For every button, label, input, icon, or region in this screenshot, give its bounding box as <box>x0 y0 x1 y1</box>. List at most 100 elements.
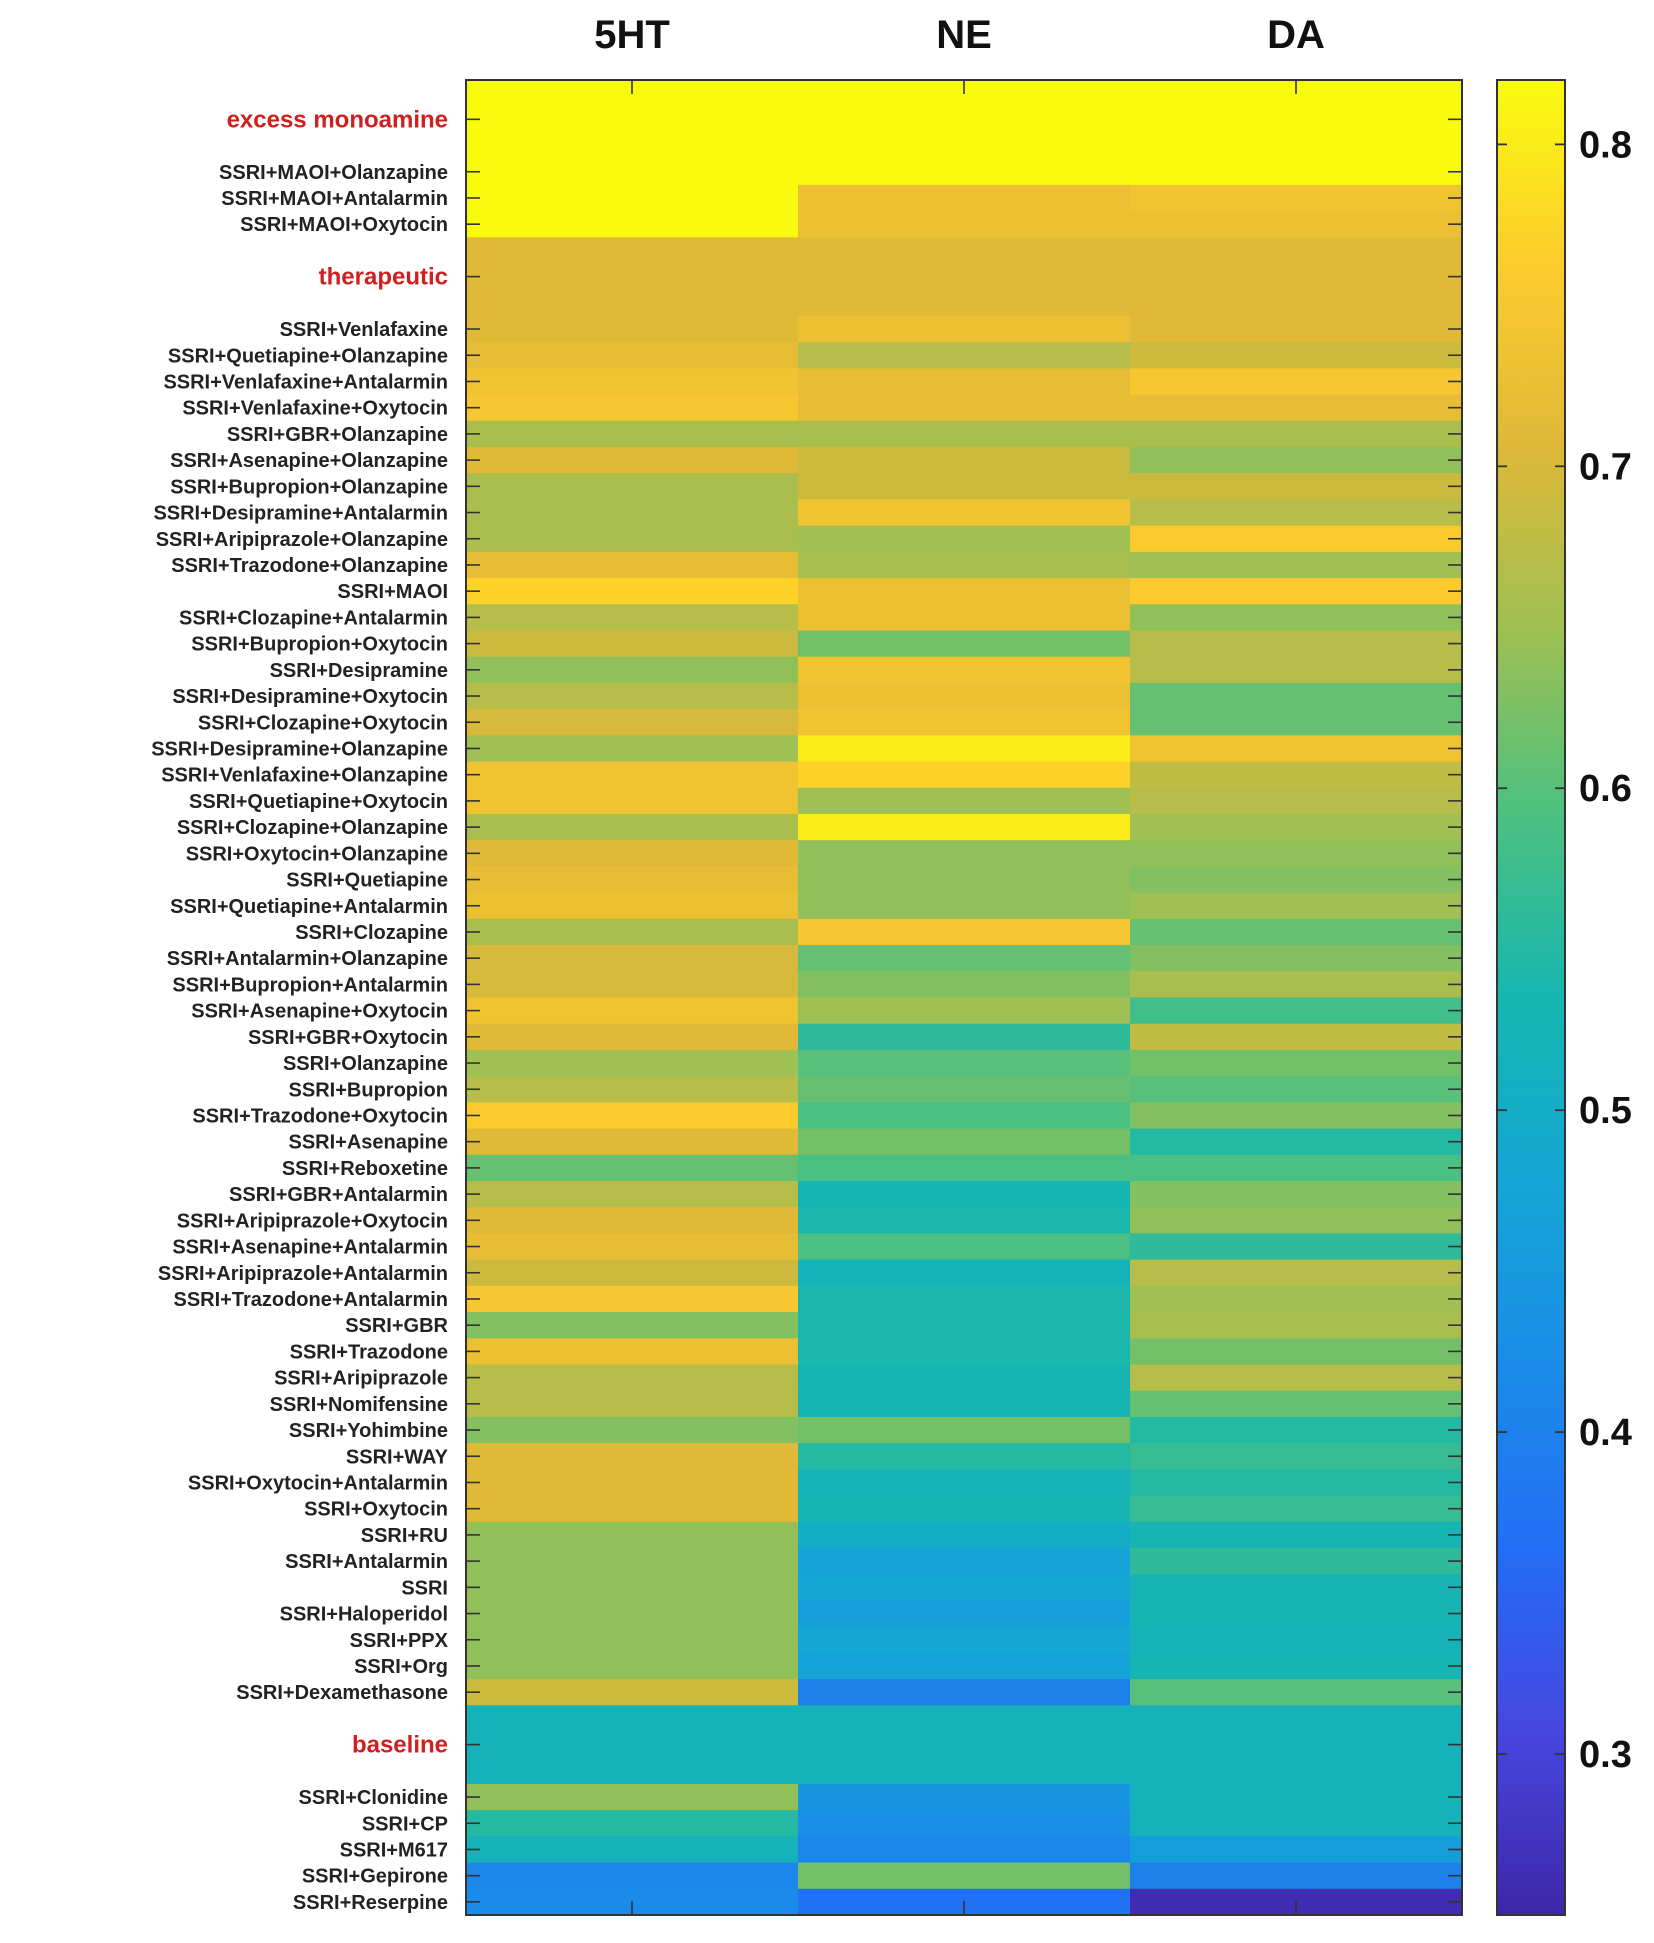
cell-ssri-oxytocin-olanzapine-da <box>1130 840 1463 868</box>
row-label-ssri-dexamethasone: SSRI+Dexamethasone <box>236 1682 448 1704</box>
row-label-ssri-aripiprazole: SSRI+Aripiprazole <box>274 1368 448 1390</box>
row-label-ssri-haloperidol: SSRI+Haloperidol <box>280 1604 448 1626</box>
cell-ssri-desipramine-antalarmin-5ht <box>466 499 799 527</box>
cell-ssri-aripiprazole-ne <box>798 1364 1131 1392</box>
row-label-ssri-olanzapine: SSRI+Olanzapine <box>283 1053 448 1075</box>
row-label-ssri-venlafaxine-olanzapine: SSRI+Venlafaxine+Olanzapine <box>161 765 448 787</box>
cell-ssri-bupropion-antalarmin-ne <box>798 971 1131 999</box>
row-label-ssri-clozapine: SSRI+Clozapine <box>295 922 448 944</box>
cell-ssri-org-da <box>1130 1652 1463 1680</box>
cell-ssri-venlafaxine-olanzapine-ne <box>798 761 1131 789</box>
row-label-ssri-bupropion-oxytocin: SSRI+Bupropion+Oxytocin <box>191 634 448 656</box>
heatmap-cells <box>466 80 1463 1916</box>
row-label-ssri-ppx: SSRI+PPX <box>350 1630 449 1652</box>
row-label-ssri-cp: SSRI+CP <box>362 1813 448 1835</box>
cell-ssri-gbr-oxytocin-ne <box>798 1023 1131 1051</box>
cell-ssri-nomifensine-ne <box>798 1390 1131 1418</box>
cell-ssri-way-5ht <box>466 1443 799 1470</box>
row-label-ssri-reserpine: SSRI+Reserpine <box>293 1892 448 1914</box>
cell-ssri-asenapine-antalarmin-ne <box>798 1233 1131 1261</box>
row-label-ssri-bupropion-antalarmin: SSRI+Bupropion+Antalarmin <box>172 974 448 996</box>
cell-ssri-quetiapine-antalarmin-da <box>1130 892 1463 920</box>
row-label-ssri-trazodone: SSRI+Trazodone <box>290 1341 448 1363</box>
cell-ssri-m617-ne <box>798 1836 1131 1864</box>
row-label-ssri-desipramine-antalarmin: SSRI+Desipramine+Antalarmin <box>153 503 448 525</box>
row-label-ssri-desipramine-oxytocin: SSRI+Desipramine+Oxytocin <box>172 686 448 708</box>
cell-ssri-way-da <box>1130 1443 1463 1470</box>
cell-ssri-gbr-olanzapine-5ht <box>466 420 799 448</box>
cell-ssri-bupropion-olanzapine-da <box>1130 473 1463 501</box>
row-label-ssri-venlafaxine-antalarmin: SSRI+Venlafaxine+Antalarmin <box>163 371 448 393</box>
cell-ssri-maoi-oxytocin-ne <box>798 211 1131 238</box>
colorbar-tick-label: 0.3 <box>1579 1734 1632 1776</box>
row-label-ssri-oxytocin-antalarmin: SSRI+Oxytocin+Antalarmin <box>188 1472 448 1494</box>
cell-ssri-aripiprazole-oxytocin-ne <box>798 1207 1131 1235</box>
row-label-ssri-asenapine-antalarmin: SSRI+Asenapine+Antalarmin <box>172 1237 448 1259</box>
cell-ssri-trazodone-oxytocin-ne <box>798 1102 1131 1130</box>
row-label-ssri-oxytocin-olanzapine: SSRI+Oxytocin+Olanzapine <box>186 843 448 865</box>
row-label-ssri-clonidine: SSRI+Clonidine <box>299 1787 448 1809</box>
cell-ssri-clozapine-oxytocin-da <box>1130 709 1463 736</box>
cell-ssri-clozapine-5ht <box>466 918 799 946</box>
cell-ssri-reboxetine-5ht <box>466 1154 799 1182</box>
cell-ssri-cp-5ht <box>466 1810 799 1837</box>
cell-ssri-org-5ht <box>466 1652 799 1680</box>
cell-ssri-aripiprazole-oxytocin-5ht <box>466 1207 799 1235</box>
cell-ssri-ru-5ht <box>466 1521 799 1549</box>
row-label-ssri-gbr-oxytocin: SSRI+GBR+Oxytocin <box>248 1027 448 1049</box>
row-label-ssri-trazodone-oxytocin: SSRI+Trazodone+Oxytocin <box>192 1105 448 1127</box>
cell-ssri-ppx-ne <box>798 1626 1131 1654</box>
cell-ssri-quetiapine-5ht <box>466 866 799 894</box>
cell-ssri-quetiapine-olanzapine-ne <box>798 342 1131 369</box>
cell-ssri-venlafaxine-olanzapine-da <box>1130 761 1463 789</box>
row-label-ssri-antalarmin: SSRI+Antalarmin <box>285 1551 448 1573</box>
cell-ssri-asenapine-olanzapine-5ht <box>466 447 799 474</box>
row-label-ssri-venlafaxine: SSRI+Venlafaxine <box>280 319 448 341</box>
cell-ssri-clozapine-oxytocin-ne <box>798 709 1131 736</box>
cell-ssri-asenapine-oxytocin-ne <box>798 997 1131 1025</box>
column-title-da: DA <box>1267 13 1325 57</box>
row-label-ssri-maoi-olanzapine: SSRI+MAOI+Olanzapine <box>219 162 448 184</box>
cell-ssri-venlafaxine-olanzapine-5ht <box>466 761 799 789</box>
row-label-ssri-oxytocin: SSRI+Oxytocin <box>304 1499 448 1521</box>
cell-ssri-reboxetine-ne <box>798 1154 1131 1182</box>
cell-ssri-clonidine-da <box>1130 1783 1463 1811</box>
column-titles: 5HT NE DA <box>594 13 1325 57</box>
group-label-therapeutic: therapeutic <box>319 264 448 291</box>
row-label-ssri-trazodone-olanzapine: SSRI+Trazodone+Olanzapine <box>171 555 448 577</box>
cell-ssri-yohimbine-5ht <box>466 1416 799 1444</box>
cell-ssri-da <box>1130 1574 1463 1602</box>
cell-ssri-asenapine-antalarmin-da <box>1130 1233 1463 1261</box>
cell-ssri-oxytocin-antalarmin-5ht <box>466 1469 799 1497</box>
cell-ssri-bupropion-antalarmin-5ht <box>466 971 799 999</box>
cell-ssri-dexamethasone-da <box>1130 1679 1463 1706</box>
cell-ssri-antalarmin-5ht <box>466 1548 799 1575</box>
cell-ssri-venlafaxine-oxytocin-5ht <box>466 394 799 422</box>
cell-ssri-haloperidol-ne <box>798 1600 1131 1628</box>
cell-ssri-asenapine-olanzapine-da <box>1130 447 1463 474</box>
cell-ssri-bupropion-5ht <box>466 1076 799 1103</box>
cell-ssri-maoi-5ht <box>466 578 799 605</box>
row-label-ssri-aripiprazole-antalarmin: SSRI+Aripiprazole+Antalarmin <box>158 1263 448 1285</box>
cell-ssri-asenapine-oxytocin-da <box>1130 997 1463 1025</box>
cell-ssri-yohimbine-ne <box>798 1416 1131 1444</box>
cell-ssri-clozapine-antalarmin-da <box>1130 604 1463 632</box>
cell-ssri-desipramine-antalarmin-ne <box>798 499 1131 527</box>
cell-ssri-oxytocin-5ht <box>466 1495 799 1523</box>
cell-baseline-5ht <box>466 1705 799 1785</box>
row-label-ssri-venlafaxine-oxytocin: SSRI+Venlafaxine+Oxytocin <box>182 398 448 420</box>
cell-ssri-venlafaxine-antalarmin-ne <box>798 368 1131 396</box>
cell-ssri-bupropion-da <box>1130 1076 1463 1103</box>
cell-ssri-trazodone-antalarmin-ne <box>798 1285 1131 1313</box>
cell-therapeutic-da <box>1130 237 1463 317</box>
cell-ssri-venlafaxine-oxytocin-da <box>1130 394 1463 422</box>
cell-ssri-desipramine-olanzapine-5ht <box>466 735 799 763</box>
row-label-ssri-ru: SSRI+RU <box>361 1525 448 1547</box>
row-labels: excess monoamine SSRI+MAOI+Olanzapine SSRI… <box>151 106 448 1914</box>
cell-ssri-aripiprazole-antalarmin-5ht <box>466 1259 799 1287</box>
cell-ssri-trazodone-olanzapine-ne <box>798 551 1131 579</box>
cell-ssri-gepirone-ne <box>798 1862 1131 1890</box>
cell-ssri-desipramine-olanzapine-da <box>1130 735 1463 763</box>
cell-ssri-asenapine-da <box>1130 1128 1463 1156</box>
